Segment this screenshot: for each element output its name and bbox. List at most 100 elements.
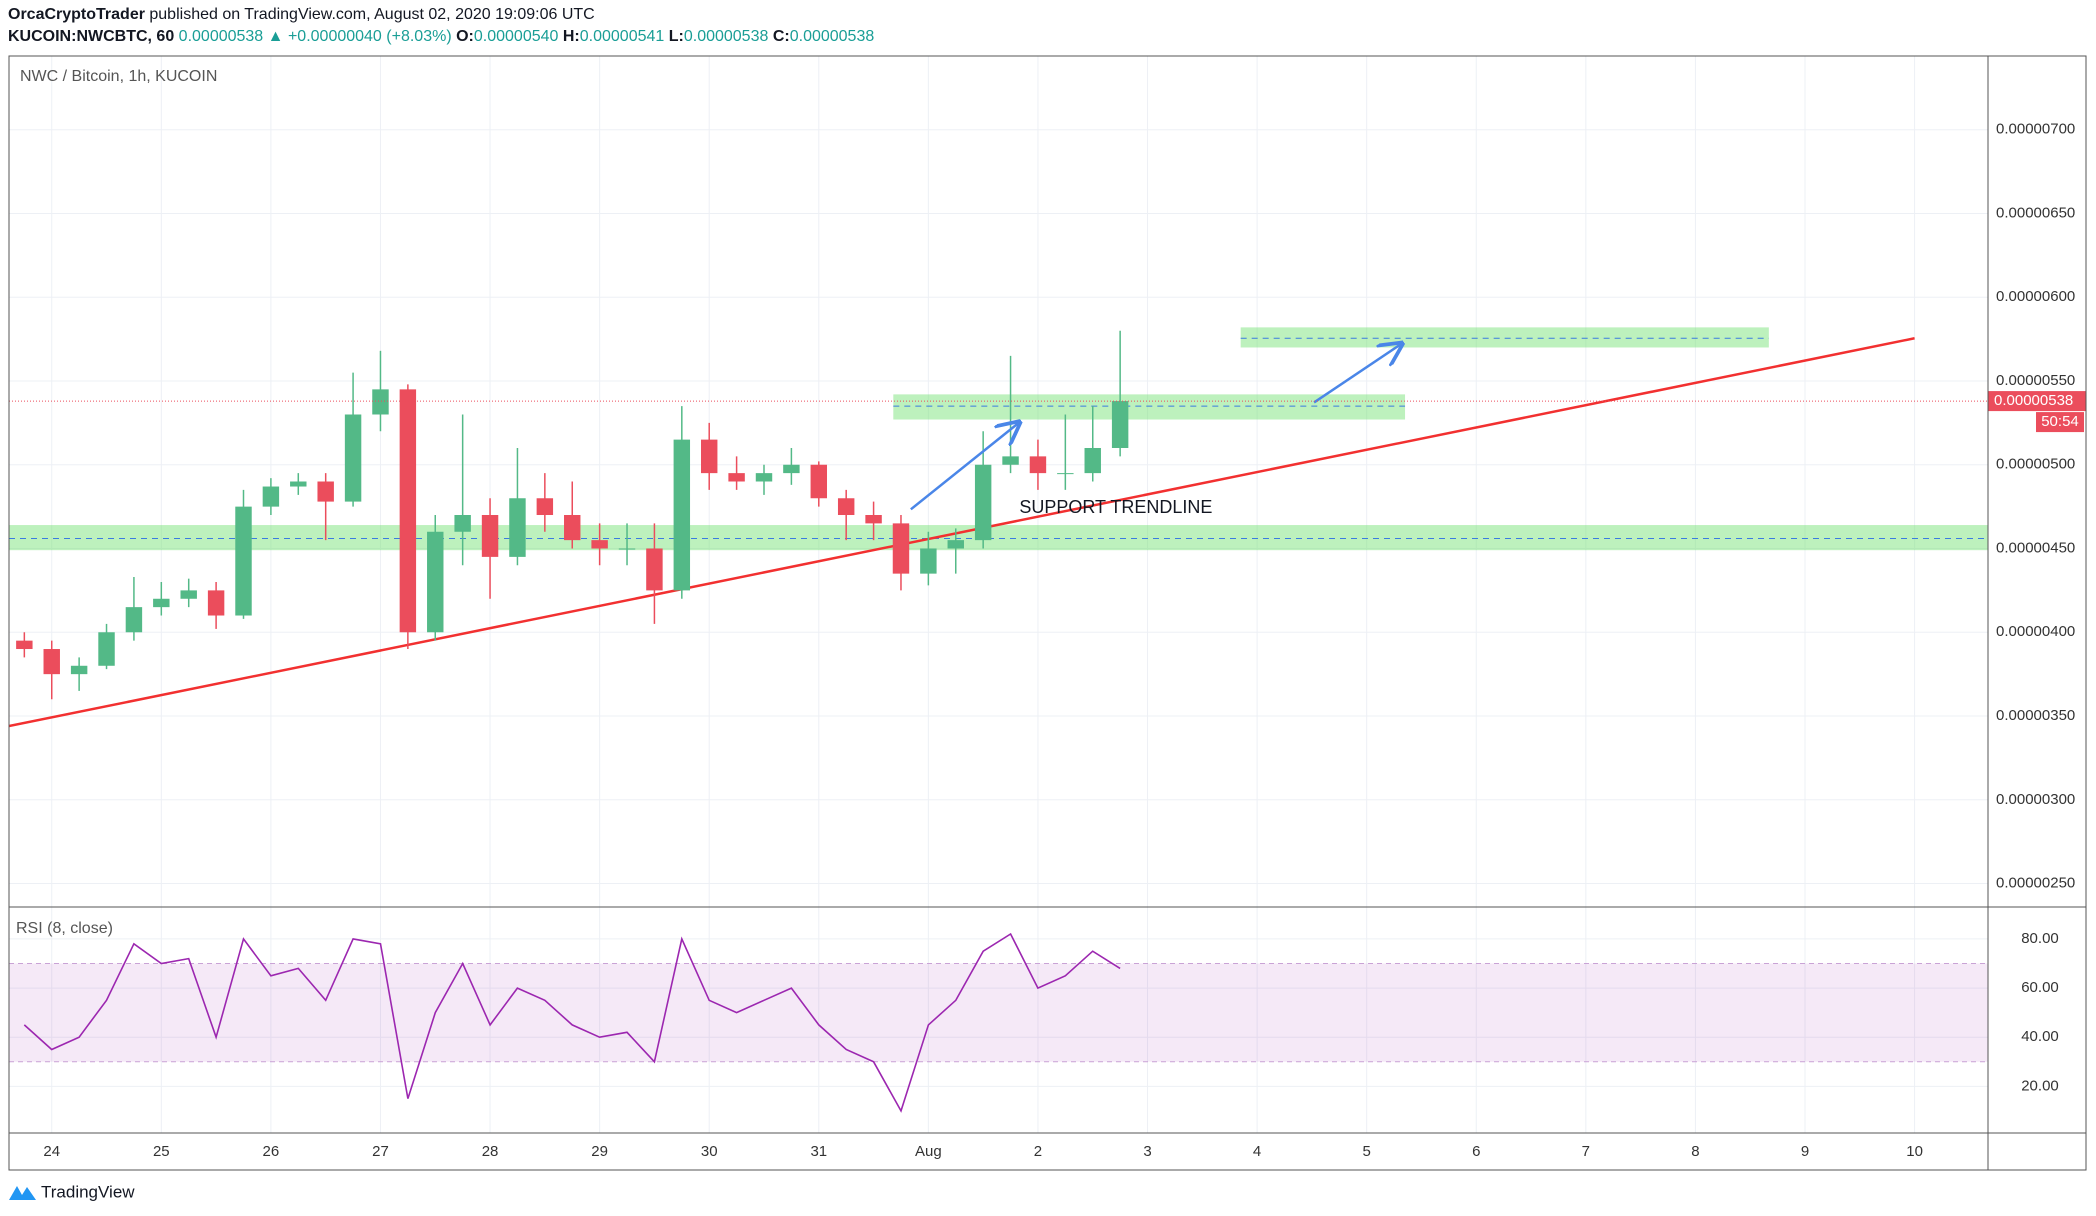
candle-body [1057,473,1074,475]
candle-body [1111,401,1129,448]
x-tick-label: 9 [1801,1143,1809,1160]
candle-body [235,506,252,616]
rsi-title: RSI (8, close) [16,920,113,937]
candle-body [810,464,828,499]
y-tick-label: 0.00000300 [1996,791,2075,808]
arrow [910,422,1019,511]
last-price-label: 0.00000538 [1994,392,2073,409]
y-tick-label: 0.00000650 [1996,204,2075,221]
x-tick-label: 6 [1472,1143,1480,1160]
low: 0.00000538 [683,28,769,45]
countdown: 50:54 [2041,413,2079,430]
legend-title: NWC / Bitcoin, 1h, KUCOIN [20,68,217,85]
x-tick-label: 10 [1906,1143,1923,1160]
x-tick-label: Aug [915,1143,942,1160]
change: +0.00000040 (+8.03%) [287,28,452,45]
candle-body [43,649,60,675]
l-label: L: [668,28,684,45]
candle-body [125,607,143,633]
candle-body [783,464,800,474]
candle-body [317,481,334,502]
y-tick-label: 0.00000250 [1996,875,2075,892]
x-tick-label: 29 [591,1143,608,1160]
candle-body [892,523,910,574]
x-tick-label: 28 [482,1143,499,1160]
candle-body [837,498,855,516]
y-tick-label: 20.00 [2021,1077,2059,1094]
header-line: OrcaCryptoTrader published on TradingVie… [8,6,595,24]
candle-body [755,473,773,482]
candle-body [153,598,170,608]
annotation: SUPPORT TRENDLINE [1019,497,1212,517]
candle-body [481,515,499,557]
symbol-line: KUCOIN:NWCBTC, 60 0.00000538 ▲ +0.000000… [8,28,874,46]
zone [9,525,1988,551]
high: 0.00000541 [579,28,665,45]
candle-body [454,515,471,532]
x-tick-label: 8 [1691,1143,1699,1160]
candle-body [947,540,964,549]
candle-body [70,665,88,675]
candle-body [262,486,280,507]
candle-body [700,439,718,474]
candle-body [1002,456,1019,465]
candle-body [1029,456,1047,474]
tv-logo[interactable]: TradingView [9,1182,135,1201]
x-tick-label: 4 [1253,1143,1261,1160]
author[interactable]: OrcaCryptoTrader [8,6,145,23]
candle-body [920,548,937,574]
trendline [9,337,1915,728]
candle-body [618,548,636,550]
candle-body [427,531,444,633]
x-tick-label: 24 [43,1143,60,1160]
arrow [1313,344,1402,404]
candle-body [591,540,608,549]
y-tick-label: 40.00 [2021,1028,2059,1045]
candle-body [16,640,33,650]
logo-icon [9,1186,36,1200]
zone [1240,327,1769,348]
x-tick-label: 26 [263,1143,280,1160]
x-tick-label: 25 [153,1143,170,1160]
candle-body [865,515,882,524]
o-label: O: [456,28,474,45]
candle-body [207,590,225,616]
y-tick-label: 0.00000450 [1996,539,2075,556]
candle-body [509,498,526,557]
x-tick-label: 31 [810,1143,827,1160]
x-tick-label: 30 [701,1143,718,1160]
candle-body [344,414,362,502]
last-price-box [1988,391,2086,412]
last: 0.00000538 [178,28,264,45]
candle-body [372,389,389,415]
y-tick-label: 0.00000500 [1996,456,2075,473]
candle-body [180,590,197,599]
published: published on TradingView.com, August 02,… [144,6,595,23]
candle-body [399,389,417,633]
frame [8,55,2087,1171]
x-tick-label: 7 [1582,1143,1590,1160]
x-tick-label: 3 [1143,1143,1151,1160]
zone [893,394,1406,420]
brand: TradingView [41,1182,135,1201]
candle-body [290,481,307,487]
y-tick-label: 0.00000700 [1996,121,2075,138]
close: 0.00000538 [789,28,875,45]
candle-body [564,515,581,541]
x-tick-label: 2 [1034,1143,1042,1160]
x-tick-label: 5 [1363,1143,1371,1160]
countdown-box [2036,412,2084,433]
candle-body [673,439,691,591]
h-label: H: [562,28,580,45]
y-tick-label: 0.00000400 [1996,623,2075,640]
candle-body [1084,447,1101,474]
x-tick-label: 27 [372,1143,389,1160]
open: 0.00000540 [473,28,559,45]
candle-body [536,498,554,516]
candle-body [728,473,745,482]
y-tick-label: 0.00000350 [1996,707,2075,724]
symbol: KUCOIN:NWCBTC, 60 [8,28,175,45]
rsi-line [23,932,1121,1113]
